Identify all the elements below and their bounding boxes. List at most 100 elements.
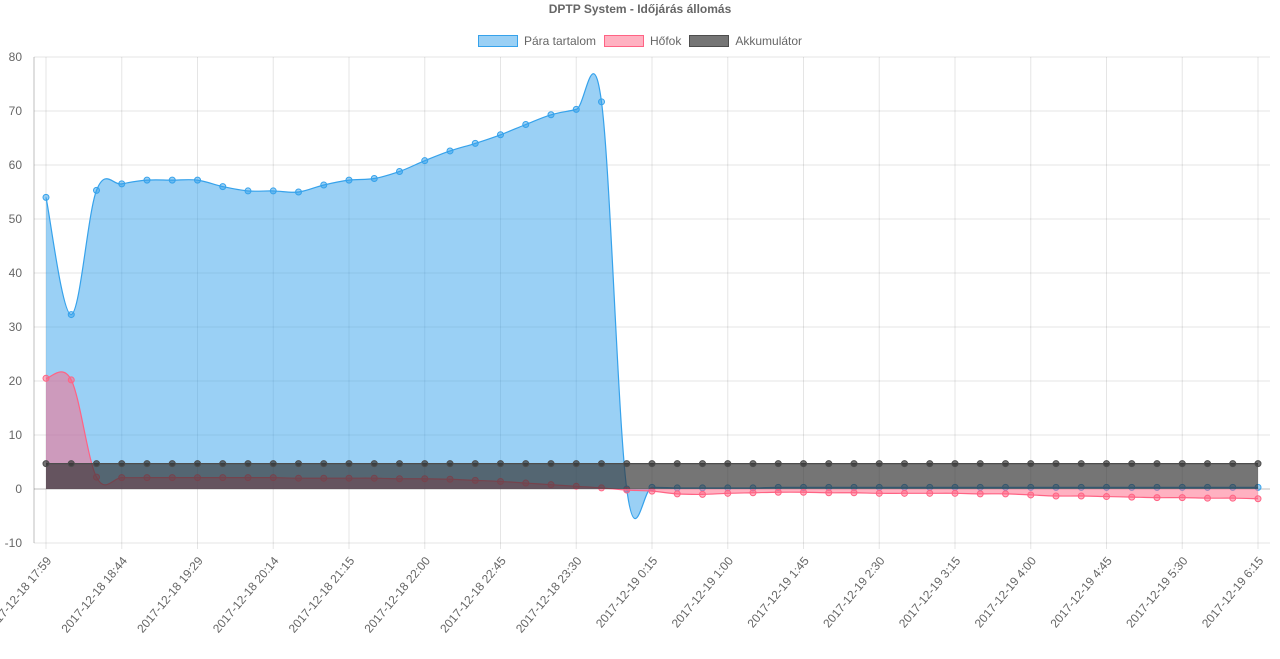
y-tick-label: 70 [9, 104, 23, 118]
series-humidity-point [194, 176, 201, 184]
series-battery-point [67, 460, 75, 468]
series-temperature-point [673, 490, 681, 498]
series-temperature-point [1103, 493, 1110, 501]
series-humidity-point [320, 181, 328, 189]
series-temperature-point [1178, 494, 1186, 502]
series-battery-point [320, 460, 328, 468]
series-temperature-point [699, 490, 706, 498]
series-battery-point [143, 460, 151, 468]
chart-legend: Pára tartalom Hőfok Akkumulátor [0, 34, 1280, 48]
y-tick-label: 80 [9, 50, 23, 64]
series-battery-point [345, 460, 353, 468]
series-battery-point [825, 460, 833, 468]
series-temperature-point [926, 489, 934, 497]
series-battery-point [1254, 460, 1262, 468]
series-temperature-point [1052, 492, 1060, 500]
x-tick-label: 2017-12-19 0:15 [593, 554, 661, 631]
series-battery-point [1204, 460, 1211, 468]
x-tick-label: 2017-12-19 1:00 [669, 554, 737, 631]
x-tick-label: 2017-12-18 23:30 [513, 554, 585, 636]
y-tick-label: 30 [9, 320, 23, 334]
series-temperature-point [648, 487, 656, 495]
series-humidity-point [547, 111, 555, 119]
series-battery-point [396, 460, 403, 468]
y-tick-label: 40 [9, 266, 23, 280]
series-battery-point [1128, 460, 1136, 468]
series-temperature-point [850, 489, 858, 497]
series-temperature-point [67, 376, 75, 384]
y-tick-label: 10 [9, 428, 23, 442]
x-tick-label: 2017-12-18 22:00 [361, 554, 433, 636]
y-tick-label: -10 [5, 536, 23, 550]
series-humidity-point [168, 176, 176, 184]
series-battery-point [522, 460, 530, 468]
series-humidity-point [421, 157, 429, 165]
series-temperature-point [825, 489, 833, 497]
series-battery-point [370, 460, 378, 468]
x-tick-label: 2017-12-19 5:30 [1123, 554, 1191, 631]
series-battery-point [421, 460, 429, 468]
series-battery-point [1027, 460, 1035, 468]
series-humidity-point [244, 187, 252, 195]
series-temperature-point [1077, 492, 1085, 500]
series-battery-point [1103, 460, 1110, 468]
series-humidity-point [446, 147, 454, 155]
series-temperature-point [800, 488, 807, 496]
legend-swatch-humidity [477, 35, 518, 47]
series-battery-point [850, 460, 858, 468]
legend-label-battery: Akkumulátor [735, 34, 803, 48]
x-tick-label: 2017-12-18 20:14 [210, 554, 282, 636]
series-temperature-point [1153, 494, 1161, 502]
series-humidity-area [46, 73, 1258, 519]
series-battery-point [497, 460, 504, 468]
series-humidity-point [471, 139, 479, 147]
series-humidity-point [67, 311, 75, 319]
series-battery-point [774, 460, 782, 468]
series-humidity-point [42, 193, 50, 201]
series-battery-point [598, 460, 605, 468]
series-battery-point [295, 460, 302, 468]
legend-item-temperature[interactable]: Hőfok [603, 34, 681, 48]
series-temperature-point [1128, 493, 1136, 501]
legend-item-humidity[interactable]: Pára tartalom [477, 34, 596, 48]
series-humidity-point [295, 188, 302, 196]
series-humidity-point [219, 183, 227, 191]
series-humidity-point [572, 105, 580, 113]
series-battery-point [901, 460, 908, 468]
series-temperature-point [42, 374, 50, 382]
series-temperature-point [976, 490, 984, 498]
series-humidity-point [143, 176, 151, 184]
series-battery-point [875, 460, 883, 468]
series-battery-point [446, 460, 454, 468]
series-battery-point [800, 460, 807, 468]
series-temperature-point [1204, 494, 1211, 502]
series-battery-point [219, 460, 227, 468]
series-battery-point [168, 460, 176, 468]
x-tick-label: 2017-12-18 18:44 [58, 554, 130, 636]
series-battery-point [269, 460, 277, 468]
x-tick-label: 2017-12-18 17:59 [0, 554, 55, 636]
series-battery-area [46, 463, 1258, 489]
series-temperature-point [1002, 490, 1009, 498]
legend-swatch-temperature [603, 35, 644, 47]
series-battery-point [93, 460, 100, 468]
chart-title: DPTP System - Időjárás állomás [548, 2, 732, 16]
series-humidity-point [345, 176, 353, 184]
legend-label-humidity: Pára tartalom [523, 34, 596, 48]
y-tick-label: 50 [9, 212, 23, 226]
x-tick-label: 2017-12-19 4:00 [972, 554, 1040, 631]
series-temperature-point [901, 489, 908, 497]
series-battery-point [572, 460, 580, 468]
x-tick-label: 2017-12-19 1:45 [744, 554, 812, 631]
series-humidity-point [269, 187, 277, 195]
series-battery-point [699, 460, 706, 468]
series-humidity-point [522, 121, 530, 128]
series-battery-point [471, 460, 479, 468]
series-battery-point [1178, 460, 1186, 468]
series-battery-point [42, 460, 50, 468]
legend-item-battery[interactable]: Akkumulátor [689, 34, 802, 48]
series-battery-point [749, 460, 757, 468]
series-battery-point [1052, 460, 1060, 468]
series-battery-point [244, 460, 252, 468]
